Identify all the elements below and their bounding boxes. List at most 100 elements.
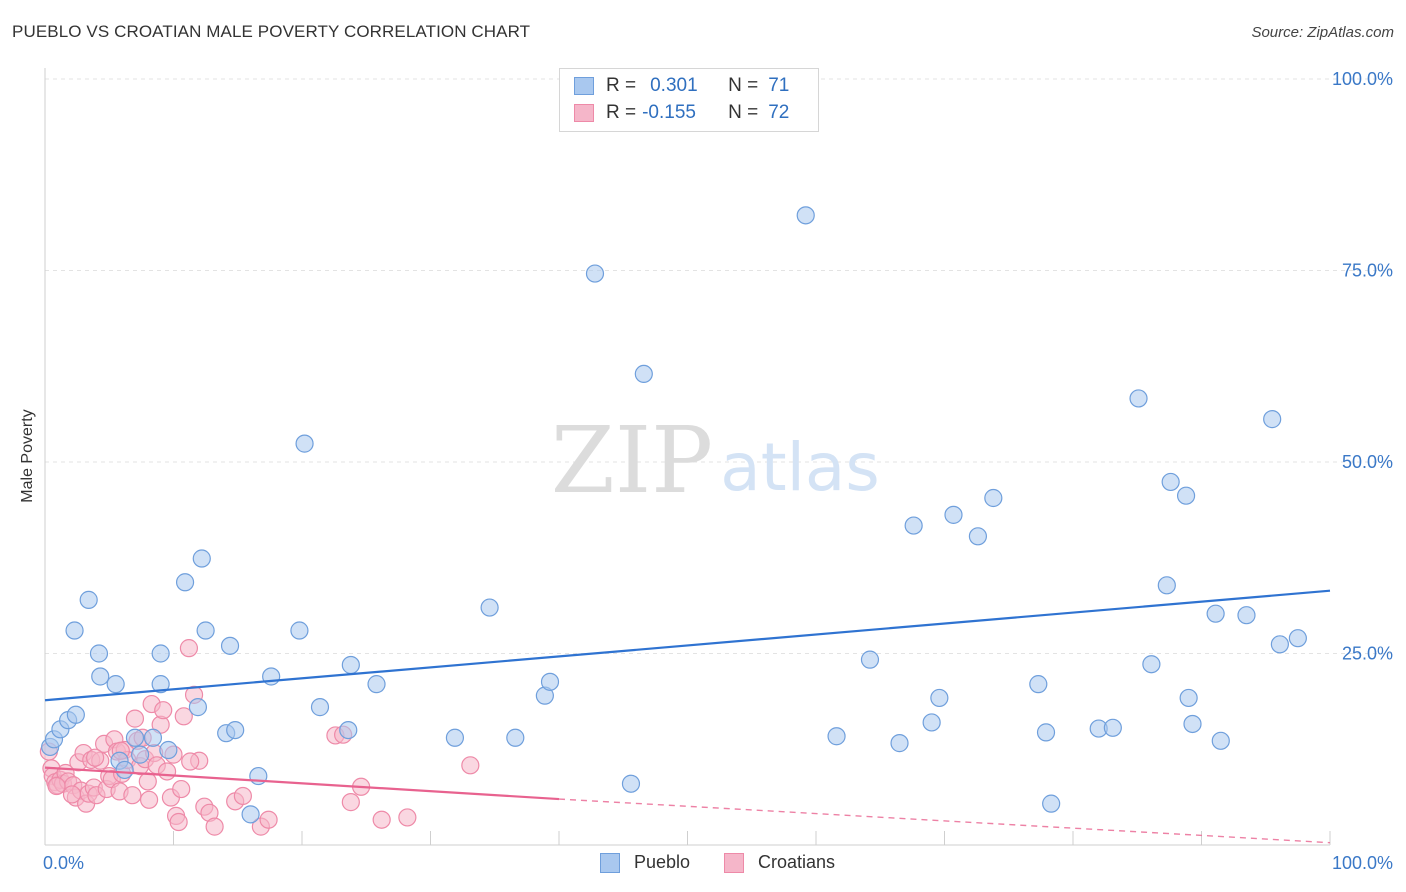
croatians-point [173,781,190,798]
pueblo-point [985,490,1002,507]
croatians-point [373,811,390,828]
pueblo-point [1104,719,1121,736]
pueblo-point [1158,577,1175,594]
legend-label-croatians: Croatians [758,852,835,873]
pueblo-point [945,506,962,523]
scatter-chart: ZIP atlas 25.0%50.0%75.0%100.0%0.0% 100.0… [0,0,1406,892]
pueblo-point [132,746,149,763]
pueblo-point [92,668,109,685]
pueblo-point [586,265,603,282]
pueblo-point [144,729,161,746]
pueblo-point [481,599,498,616]
n-value: 72 [768,102,789,124]
pueblo-point [1289,630,1306,647]
croatians-swatch [574,104,594,122]
pueblo-point [1207,605,1224,622]
pueblo-point [969,528,986,545]
pueblo-point [1030,676,1047,693]
pueblo-point [1271,636,1288,653]
pueblo-point [242,806,259,823]
pueblo-point [342,656,359,673]
croatians-point [462,757,479,774]
n-label: N = [728,75,758,97]
legend-label-pueblo: Pueblo [634,852,690,873]
pueblo-point [291,622,308,639]
pueblo-point [189,699,206,716]
gridlines [45,79,1392,654]
r-label: R = [606,102,636,124]
pueblo-swatch [600,853,620,873]
pueblo-point [116,761,133,778]
croatians-point [124,787,141,804]
tick-labels: 25.0%50.0%75.0%100.0%0.0% 100.0% [43,69,1393,873]
pueblo-point [368,676,385,693]
n-value: 71 [768,75,789,97]
pueblo-point [152,645,169,662]
pueblo-point [222,637,239,654]
watermark-zip: ZIP [551,407,713,514]
croatians-point [141,791,158,808]
pueblo-point [1238,607,1255,624]
n-label: N = [728,102,758,124]
r-label: R = [606,75,636,97]
croatians-swatch [724,853,744,873]
pueblo-point [542,673,559,690]
pueblo-point [828,728,845,745]
series-legend: Pueblo Croatians [0,852,1406,876]
croatians-point [180,640,197,657]
pueblo-point [1043,795,1060,812]
pueblo-point [1143,656,1160,673]
pueblo-point [861,651,878,668]
croatians-point [139,773,156,790]
watermark-atlas: atlas [720,429,880,506]
croatians-point [63,786,80,803]
pueblo-point [90,645,107,662]
pueblo-point [931,689,948,706]
pueblo-point [340,722,357,739]
croatians-point [342,794,359,811]
pueblo-point [66,622,83,639]
pueblo-point [67,706,84,723]
y-tick-label: 25.0% [1342,644,1393,664]
pueblo-point [446,729,463,746]
pueblo-point [177,574,194,591]
pueblo-point [905,517,922,534]
y-tick-label: 50.0% [1342,452,1393,472]
pueblo-point [160,742,177,759]
croatians-point [87,749,104,766]
pueblo-point [107,676,124,693]
legend-item-croatians[interactable]: Croatians [724,852,835,873]
pueblo-point [1264,411,1281,428]
pueblo-point [891,735,908,752]
pueblo-point [797,207,814,224]
pueblo-point [193,550,210,567]
legend-row-croatians: R = -0.155 N = 72 [574,102,789,124]
pueblo-point [1162,473,1179,490]
croatians-point [182,753,199,770]
pueblo-point [1212,732,1229,749]
croatians-point [399,809,416,826]
y-tick-label: 100.0% [1332,69,1393,89]
pueblo-point [923,714,940,731]
pueblo-point [197,622,214,639]
watermark: ZIP atlas [551,407,880,514]
pueblo-point [622,775,639,792]
pueblo-point [1180,689,1197,706]
pueblo-point [1038,724,1055,741]
y-tick-label: 75.0% [1342,261,1393,281]
pueblo-point [80,591,97,608]
r-value: 0.301 [650,75,724,97]
pueblo-point [126,729,143,746]
legend-item-pueblo[interactable]: Pueblo [600,852,690,873]
pueblo-point [1184,715,1201,732]
pueblo-point [507,729,524,746]
pueblo-point [296,435,313,452]
croatians-point [155,702,172,719]
croatians-point [159,763,176,780]
croatians-point [170,814,187,831]
croatians-point [48,778,65,795]
pueblo-point [1130,390,1147,407]
r-value: -0.155 [642,102,724,124]
pueblo-point [311,699,328,716]
pueblo-point [635,365,652,382]
